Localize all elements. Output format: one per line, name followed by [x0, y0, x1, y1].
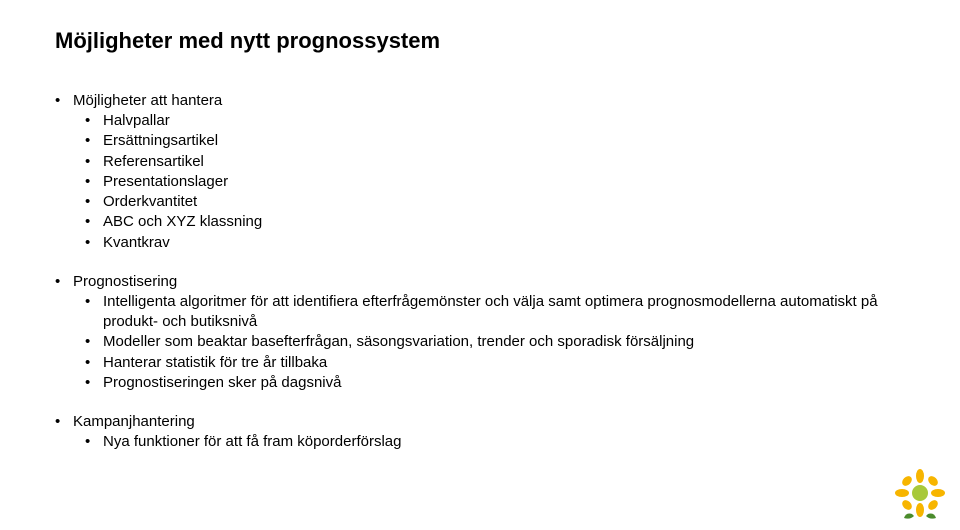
list-item: Kvantkrav — [85, 233, 910, 253]
slide-container: Möjligheter med nytt prognossystem Möjli… — [0, 0, 960, 530]
list-item: Referensartikel — [85, 152, 910, 172]
list-item: Ersättningsartikel — [85, 131, 910, 151]
group-heading: Möjligheter att hantera — [55, 90, 910, 111]
content-list: Prognostisering Intelligenta algoritmer … — [55, 271, 910, 393]
list-item: ABC och XYZ klassning — [85, 212, 910, 232]
spacer — [55, 253, 910, 271]
list-item: Presentationslager — [85, 172, 910, 192]
spacer — [55, 393, 910, 411]
sun-flower-logo-icon — [892, 468, 948, 524]
list-item: Modeller som beaktar basefterfrågan, säs… — [85, 332, 910, 352]
content-list: Kampanjhantering Nya funktioner för att … — [55, 411, 910, 452]
list-item: Prognostiseringen sker på dagsnivå — [85, 373, 910, 393]
group-heading: Kampanjhantering — [55, 411, 910, 432]
list-item: Halvpallar — [85, 111, 910, 131]
content-list: Möjligheter att hantera Halvpallar Ersät… — [55, 90, 910, 253]
list-item: Nya funktioner för att få fram köporderf… — [85, 432, 910, 452]
list-item: Orderkvantitet — [85, 192, 910, 212]
list-item: Intelligenta algoritmer för att identifi… — [85, 292, 910, 333]
group-heading: Prognostisering — [55, 271, 910, 292]
slide-title: Möjligheter med nytt prognossystem — [55, 28, 910, 54]
list-item: Hanterar statistik för tre år tillbaka — [85, 353, 910, 373]
